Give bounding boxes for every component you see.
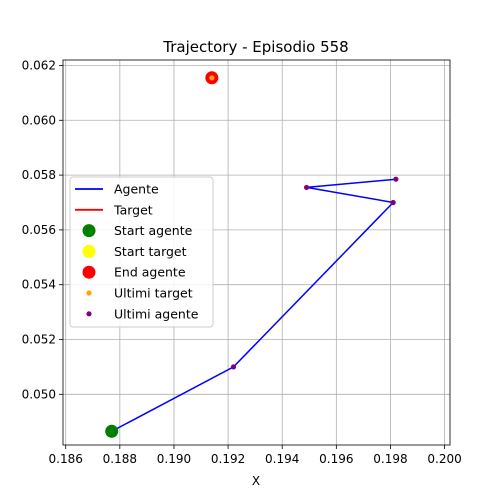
ultimi-agente-point [303,184,310,191]
legend-label-start-agente: Start agente [114,223,193,238]
x-tick-label: 0.190 [157,452,191,466]
y-tick-label: 0.052 [22,333,56,347]
legend-label-agente: Agente [114,182,159,197]
y-tick-label: 0.056 [22,223,56,237]
x-tick-label: 0.200 [427,452,461,466]
legend-swatch-end-agente [82,265,96,279]
tick-layer: 0.186 0.188 0.190 0.192 0.194 0.196 0.198 0.200… [22,58,462,466]
legend-label-ultimi-target: Ultimi target [114,286,193,301]
x-axis-label: X [252,474,260,488]
legend-swatch-ultimi-agente [86,311,92,317]
legend-label-target: Target [113,202,153,217]
legend-swatch-start-agente [82,224,96,238]
y-tick-label: 0.060 [22,113,56,127]
legend-label-ultimi-agente: Ultimi agente [114,306,199,321]
legend-swatch-start-target [82,244,96,258]
ultimi-agente-point [390,199,396,206]
y-tick-label: 0.062 [22,58,56,72]
ultimi-agente-point [230,364,237,370]
x-tick-label: 0.192 [211,452,245,466]
plot-frame [62,59,451,446]
start-agente-marker [105,424,119,438]
legend-box [69,176,214,328]
x-tick-label: 0.188 [103,452,137,466]
plot-layer [105,71,399,438]
y-tick-label: 0.050 [22,387,56,401]
y-tick-label: 0.058 [22,168,56,182]
x-tick-label: 0.196 [319,452,353,466]
ultimi-target-point [209,75,215,81]
legend-label-start-target: Start target [114,244,187,259]
legend: Agente Target Start agente Start target End … [69,176,214,328]
y-tick-label: 0.054 [22,278,56,292]
chart-title: Trajectory - Episodio 558 [162,38,348,56]
x-tick-label: 0.198 [373,452,407,466]
legend-swatch-ultimi-target [86,290,92,296]
x-tick-label: 0.186 [49,452,83,466]
ultimi-agente-point [393,176,399,182]
x-tick-label: 0.194 [265,452,299,466]
legend-label-end-agente: End agente [114,265,186,280]
